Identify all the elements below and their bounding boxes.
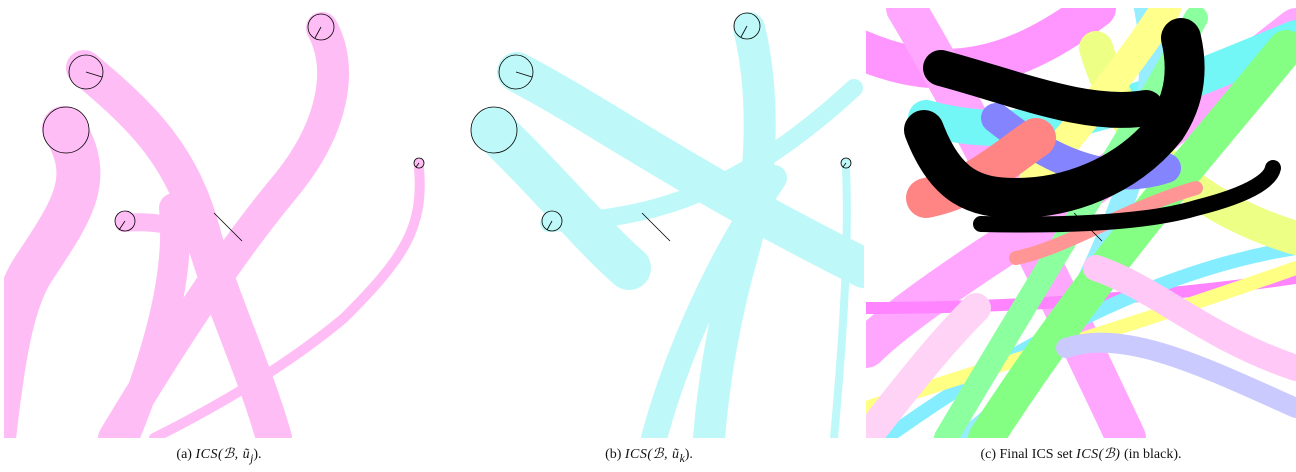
cyan-swept-path	[540, 79, 863, 232]
caption-b-math: ICS(ℬ, ũ	[624, 447, 680, 462]
caption-c-math: ICS(ℬ)	[1076, 447, 1121, 462]
panel-c-final-ics	[866, 8, 1296, 438]
panel-a-ics-uj	[4, 8, 434, 438]
caption-a-label: (a)	[176, 447, 192, 462]
orientation-tick	[118, 220, 126, 231]
caption-a-tail: ).	[253, 447, 262, 462]
orientation-tick	[85, 71, 103, 78]
orientation-tick	[842, 162, 847, 168]
pose-circle	[470, 106, 518, 154]
caption-a-math: ICS(ℬ, ũ	[195, 447, 251, 462]
pink-swept-path	[4, 106, 101, 438]
pink-swept-path	[109, 193, 191, 438]
cyan-swept-path	[472, 108, 651, 290]
cyan-swept-path	[830, 164, 851, 438]
panel-a-canvas	[4, 12, 425, 438]
blue-swept-path	[1056, 332, 1296, 418]
pink-swept-path	[866, 293, 991, 438]
caption-b: (b) ICS(ℬ, ũk).	[434, 446, 864, 465]
ics-black-path	[904, 18, 1205, 219]
orientation-tick	[515, 71, 533, 78]
caption-b-tail: ).	[684, 447, 693, 462]
direction-segment	[213, 212, 243, 242]
panel-b-ics-uk	[434, 8, 864, 438]
orientation-tick	[415, 162, 420, 168]
caption-c-tail: (in black).	[1123, 447, 1182, 462]
pose-circle	[42, 106, 90, 154]
direction-segment	[641, 212, 671, 242]
caption-c-label: (c) Final ICS set	[980, 447, 1073, 462]
ics-black-path	[923, 50, 1164, 128]
pink-swept-path	[149, 163, 425, 438]
caption-a: (a) ICS(ℬ, ũj).	[4, 446, 434, 465]
ics-black-path	[973, 160, 1281, 233]
pink-swept-path	[1083, 255, 1296, 381]
caption-b-label: (b)	[605, 447, 622, 462]
caption-b-subscript: k	[679, 451, 685, 465]
panel-c-canvas	[866, 8, 1296, 438]
direction-segment	[1073, 212, 1103, 242]
caption-a-subscript: j	[250, 451, 254, 465]
orientation-tick	[314, 26, 322, 39]
panel-b-canvas	[470, 12, 864, 438]
caption-c: (c) Final ICS set ICS(ℬ) (in black).	[866, 446, 1296, 463]
orientation-tick	[546, 220, 553, 231]
orientation-tick	[740, 25, 748, 38]
cyan-swept-path	[497, 52, 864, 288]
cyan-swept-path	[641, 165, 787, 438]
